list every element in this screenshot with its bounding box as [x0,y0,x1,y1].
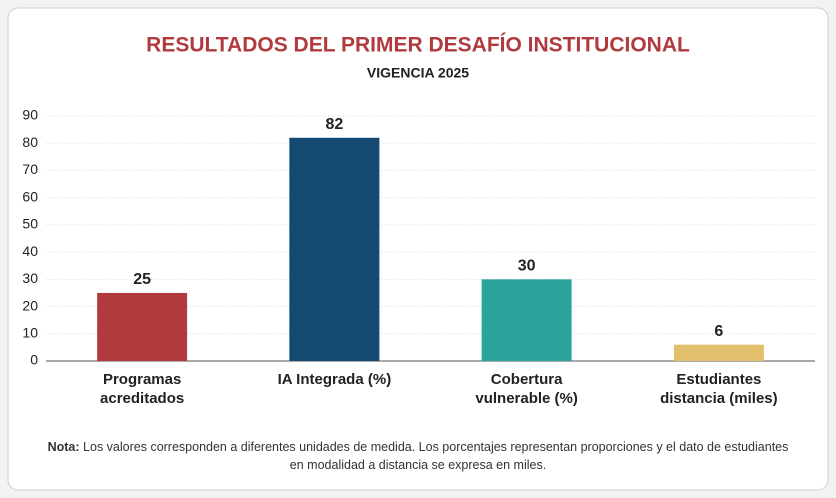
y-tick-label: 40 [22,243,38,259]
bar [97,292,188,361]
value-label: 82 [325,116,343,133]
bar [673,344,764,361]
note: Nota: Los valores corresponden a diferen… [40,438,796,474]
x-tick-label: Cobertura vulnerable (%) [475,371,578,407]
note-label: Nota: [47,440,80,454]
y-tick-label: 30 [22,270,38,286]
chart-subtitle: VIGENCIA 2025 [367,65,469,81]
y-tick-label: 60 [22,188,38,204]
note-text: Los valores corresponden a diferentes un… [83,440,789,472]
y-tick-label: 0 [30,352,38,368]
y-tick-label: 50 [22,216,38,232]
bar [481,279,572,361]
y-tick-label: 90 [22,107,38,123]
value-label: 30 [518,258,536,275]
chart-title: RESULTADOS DEL PRIMER DESAFÍO INSTITUCIO… [146,34,690,57]
y-tick-label: 20 [22,297,38,313]
bar [289,137,380,361]
x-tick-label: Estudiantes distancia (miles) [660,371,778,407]
card [7,7,829,491]
value-label: 25 [133,271,151,288]
y-tick-label: 80 [22,134,38,150]
y-tick-label: 10 [22,324,38,340]
x-tick-label: Programas acreditados [100,371,185,407]
value-label: 6 [714,323,723,340]
y-tick-label: 70 [22,161,38,177]
x-tick-label: IA Integrada (%) [277,371,392,388]
